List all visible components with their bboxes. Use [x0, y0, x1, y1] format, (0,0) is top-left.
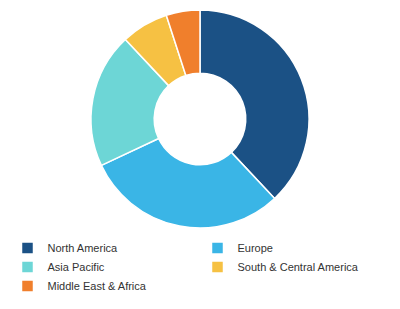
svg-text:North America: North America: [48, 242, 119, 254]
svg-text:Europe: Europe: [238, 242, 273, 254]
svg-text:Asia Pacific: Asia Pacific: [48, 261, 105, 273]
svg-text:South & Central America: South & Central America: [238, 261, 359, 273]
svg-text:Middle East & Africa: Middle East & Africa: [48, 280, 147, 292]
